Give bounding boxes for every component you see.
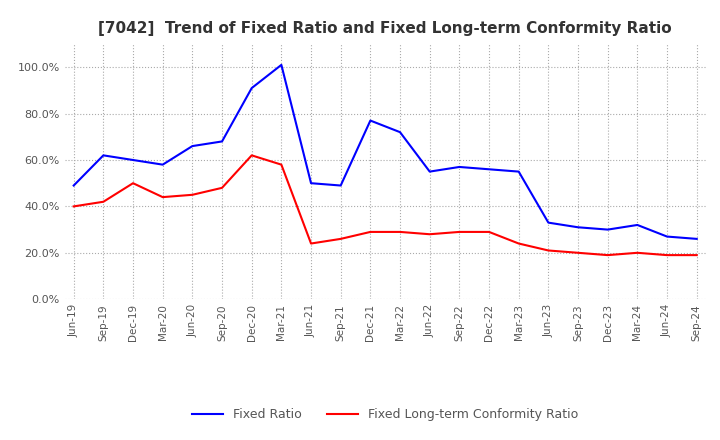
- Fixed Ratio: [662, 234, 671, 239]
- Fixed Ratio: [693, 236, 701, 242]
- Fixed Long-term Conformity Ratio: [426, 231, 434, 237]
- Fixed Long-term Conformity Ratio: [603, 253, 612, 258]
- Fixed Ratio: [544, 220, 553, 225]
- Fixed Long-term Conformity Ratio: [633, 250, 642, 256]
- Fixed Ratio: [217, 139, 226, 144]
- Fixed Long-term Conformity Ratio: [217, 185, 226, 191]
- Fixed Long-term Conformity Ratio: [574, 250, 582, 256]
- Fixed Ratio: [158, 162, 167, 167]
- Fixed Long-term Conformity Ratio: [248, 153, 256, 158]
- Fixed Long-term Conformity Ratio: [188, 192, 197, 198]
- Fixed Ratio: [514, 169, 523, 174]
- Fixed Ratio: [455, 164, 464, 169]
- Fixed Ratio: [574, 225, 582, 230]
- Title: [7042]  Trend of Fixed Ratio and Fixed Long-term Conformity Ratio: [7042] Trend of Fixed Ratio and Fixed Lo…: [99, 21, 672, 36]
- Fixed Long-term Conformity Ratio: [69, 204, 78, 209]
- Fixed Long-term Conformity Ratio: [693, 253, 701, 258]
- Fixed Ratio: [336, 183, 345, 188]
- Fixed Ratio: [188, 143, 197, 149]
- Fixed Ratio: [396, 129, 405, 135]
- Fixed Ratio: [426, 169, 434, 174]
- Fixed Long-term Conformity Ratio: [662, 253, 671, 258]
- Fixed Ratio: [485, 167, 493, 172]
- Fixed Long-term Conformity Ratio: [336, 236, 345, 242]
- Line: Fixed Ratio: Fixed Ratio: [73, 65, 697, 239]
- Fixed Long-term Conformity Ratio: [396, 229, 405, 235]
- Fixed Long-term Conformity Ratio: [455, 229, 464, 235]
- Legend: Fixed Ratio, Fixed Long-term Conformity Ratio: Fixed Ratio, Fixed Long-term Conformity …: [187, 403, 583, 425]
- Fixed Ratio: [633, 222, 642, 227]
- Fixed Ratio: [307, 180, 315, 186]
- Fixed Ratio: [248, 85, 256, 91]
- Fixed Long-term Conformity Ratio: [366, 229, 374, 235]
- Fixed Long-term Conformity Ratio: [129, 180, 138, 186]
- Fixed Long-term Conformity Ratio: [514, 241, 523, 246]
- Fixed Ratio: [129, 158, 138, 163]
- Fixed Ratio: [99, 153, 108, 158]
- Fixed Ratio: [69, 183, 78, 188]
- Fixed Ratio: [366, 118, 374, 123]
- Fixed Long-term Conformity Ratio: [485, 229, 493, 235]
- Line: Fixed Long-term Conformity Ratio: Fixed Long-term Conformity Ratio: [73, 155, 697, 255]
- Fixed Long-term Conformity Ratio: [99, 199, 108, 205]
- Fixed Ratio: [277, 62, 286, 67]
- Fixed Long-term Conformity Ratio: [277, 162, 286, 167]
- Fixed Long-term Conformity Ratio: [307, 241, 315, 246]
- Fixed Long-term Conformity Ratio: [158, 194, 167, 200]
- Fixed Ratio: [603, 227, 612, 232]
- Fixed Long-term Conformity Ratio: [544, 248, 553, 253]
